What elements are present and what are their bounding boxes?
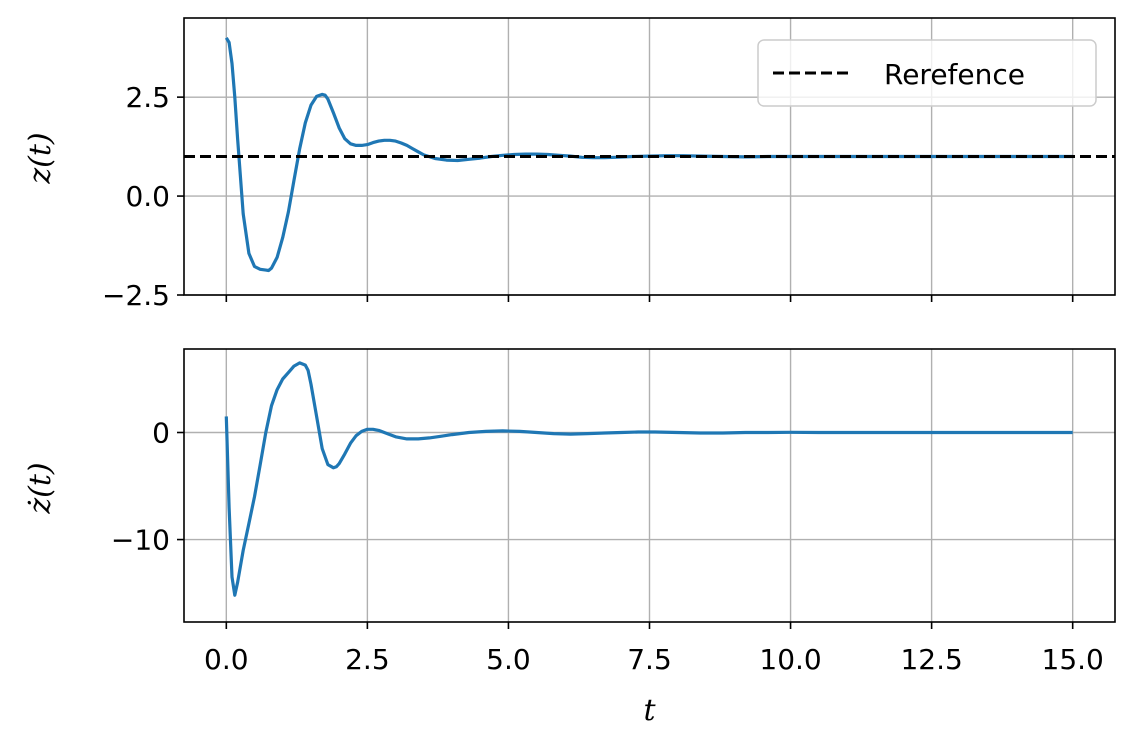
x-tick-label: 0.0 xyxy=(204,643,249,676)
y-tick-label-position: 0.0 xyxy=(125,180,170,213)
series-velocity xyxy=(224,361,1073,597)
y-tick-label-position: 2.5 xyxy=(125,81,170,114)
y-tick-label-velocity: −10 xyxy=(111,524,170,557)
ylabel-velocity: ż(t) xyxy=(23,462,58,514)
legend-label-reference: Rerefence xyxy=(884,58,1025,91)
grid-velocity xyxy=(184,349,1115,622)
x-tick-label: 5.0 xyxy=(486,643,531,676)
xlabel-time: t xyxy=(643,693,656,728)
y-tick-label-position: −2.5 xyxy=(102,279,170,312)
y-tick-label-velocity: 0 xyxy=(152,417,170,450)
x-tick-label: 12.5 xyxy=(900,643,962,676)
legend: Rerefence xyxy=(757,39,1097,107)
panel-position: −2.5 0.0 2.5 z(t) Rerefence xyxy=(23,17,1116,312)
series-line-velocity xyxy=(224,361,1073,597)
ticks-velocity: 0.0 2.5 5.0 7.5 10.0 12.5 15.0 −10 0 xyxy=(111,417,1104,676)
x-tick-label: 2.5 xyxy=(345,643,390,676)
ylabel-position: z(t) xyxy=(23,132,58,184)
ticks-position: −2.5 0.0 2.5 xyxy=(102,81,1074,312)
panel-velocity: 0.0 2.5 5.0 7.5 10.0 12.5 15.0 −10 0 ż(t) t xyxy=(23,348,1116,728)
x-tick-label: 7.5 xyxy=(627,643,672,676)
x-tick-label: 10.0 xyxy=(759,643,821,676)
x-tick-label: 15.0 xyxy=(1042,643,1104,676)
series-position xyxy=(184,36,1115,273)
legend-box xyxy=(757,39,1097,107)
